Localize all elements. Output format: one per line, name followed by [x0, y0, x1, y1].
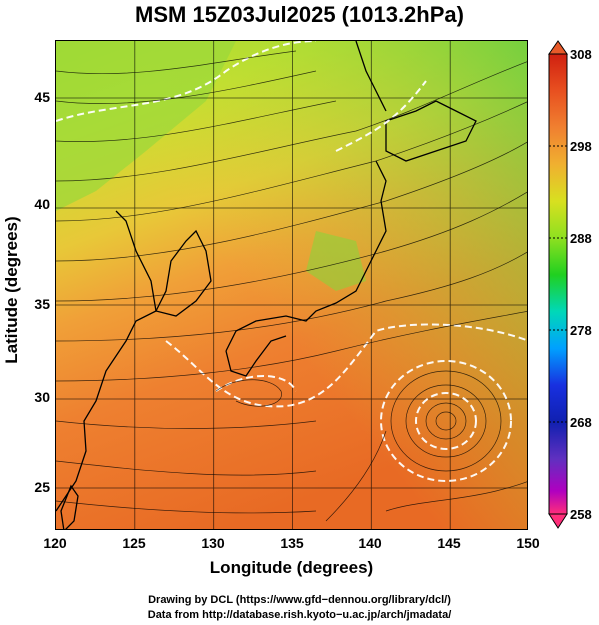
graticule	[56, 41, 527, 529]
colorbar-tick-label: 288	[570, 231, 592, 246]
x-tick-label: 145	[437, 535, 461, 551]
y-tick-label: 40	[34, 196, 50, 212]
map-title: MSM 15Z03Jul2025 (1013.2hPa)	[135, 2, 464, 27]
credit-line-dcl: Drawing by DCL (https://www.gfd−dennou.o…	[148, 594, 451, 606]
credit-line-data: Data from http://database.rish.kyoto−u.a…	[147, 609, 452, 621]
y-tick-label: 25	[34, 479, 50, 495]
colorbar-tick-label: 308	[570, 47, 592, 62]
x-axis-label: Longitude (degrees)	[209, 558, 374, 577]
x-tick-label: 150	[516, 535, 540, 551]
y-tick-label: 35	[34, 296, 50, 312]
wind-streamlines	[56, 50, 527, 522]
colorbar-tick-label: 268	[570, 415, 592, 430]
x-tick-label: 120	[43, 535, 67, 551]
isolines	[56, 41, 527, 482]
x-tick-label: 130	[201, 535, 225, 551]
colorbar-tick-label: 258	[570, 507, 592, 522]
colorbar	[548, 40, 568, 529]
x-tick-label: 135	[280, 535, 304, 551]
x-tick-label: 140	[358, 535, 382, 551]
y-tick-label: 30	[34, 389, 50, 405]
map-plot-area	[55, 40, 528, 530]
x-tick-label: 125	[122, 535, 146, 551]
y-tick-label: 45	[34, 89, 50, 105]
colorbar-tick-label: 298	[570, 139, 592, 154]
temperature-map	[56, 41, 527, 529]
colorbar-tick-label: 278	[570, 323, 592, 338]
coastlines	[56, 41, 477, 529]
y-axis-label: Latitude (degrees)	[2, 216, 21, 364]
